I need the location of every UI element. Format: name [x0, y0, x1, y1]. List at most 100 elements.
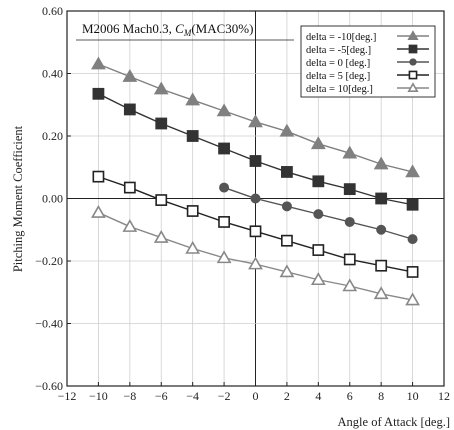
data-point: [216, 250, 232, 264]
data-point: [155, 194, 168, 206]
legend-label: delta = 10[deg.]: [306, 84, 373, 95]
y-tick-label: 0.20: [42, 129, 63, 143]
data-point: [281, 166, 293, 178]
x-tick-label: −8: [123, 389, 136, 403]
legend-marker: [409, 58, 417, 66]
data-point: [218, 142, 230, 155]
data-point: [153, 81, 169, 95]
data-point: [407, 234, 418, 245]
title-subscript: M: [183, 28, 192, 38]
data-point: [310, 136, 326, 150]
data-point: [313, 209, 324, 220]
legend-label: delta = 5 [deg.]: [306, 71, 370, 82]
y-tick-label: −0.40: [35, 317, 63, 331]
title-tail: (MAC30%): [191, 21, 253, 36]
data-point: [312, 244, 325, 256]
data-point: [376, 224, 387, 235]
data-point: [155, 117, 168, 130]
legend-marker: [407, 82, 419, 92]
data-point: [218, 216, 230, 228]
data-point: [343, 183, 356, 196]
legend-entry: delta = 10[deg.]: [306, 82, 429, 95]
data-point: [281, 201, 292, 212]
data-point: [123, 103, 136, 116]
data-point: [373, 156, 389, 170]
series-4: [92, 170, 419, 278]
data-point: [248, 114, 263, 128]
data-point: [186, 205, 199, 217]
data-point: [375, 259, 388, 272]
data-point: [122, 219, 138, 232]
legend-marker: [408, 70, 418, 80]
data-point: [279, 264, 295, 278]
x-tick-label: 6: [347, 389, 353, 403]
data-point: [216, 103, 232, 117]
data-point: [342, 278, 358, 292]
x-tick-label: 4: [315, 389, 321, 403]
series-3: [219, 182, 418, 245]
plot-frame: [66, 10, 445, 387]
series-1: [91, 56, 420, 178]
data-point: [375, 192, 388, 205]
data-point: [406, 266, 419, 278]
legend-label: delta = -5[deg.]: [306, 45, 371, 56]
y-tick-label: 0.40: [42, 67, 63, 81]
data-point: [373, 286, 389, 300]
data-point: [281, 234, 293, 247]
series-group: [91, 56, 420, 306]
x-tick-label: 0: [253, 389, 259, 403]
title-symbol: C: [175, 21, 184, 36]
y-tick-label: −0.20: [35, 254, 63, 268]
legend-entry: delta = 0 [deg.]: [306, 58, 429, 69]
data-point: [310, 272, 326, 286]
y-tick-label: −0.60: [35, 379, 63, 393]
data-point: [250, 193, 261, 204]
x-tick-label: −6: [155, 389, 168, 403]
svg-text:M2006 Mach0.3, CM(MAC30%): M2006 Mach0.3, CM(MAC30%): [82, 21, 253, 38]
y-tick-label: 0.60: [42, 4, 63, 18]
x-tick-label: −10: [89, 389, 108, 403]
data-point: [405, 292, 420, 306]
data-point: [219, 182, 230, 193]
legend-label: delta = 0 [deg.]: [306, 58, 370, 69]
chart-title: M2006 Mach0.3, CM(MAC30%): [76, 21, 294, 41]
legend-entry: delta = -5[deg.]: [306, 44, 429, 56]
legend-marker: [407, 30, 419, 40]
data-point: [279, 123, 295, 137]
data-point: [185, 240, 201, 254]
legend-marker: [408, 44, 418, 54]
legend-entry: delta = 5 [deg.]: [306, 70, 429, 82]
series-2: [92, 87, 419, 211]
legend-label: delta = -10[deg.]: [306, 32, 376, 43]
data-point: [249, 225, 262, 238]
x-tick-label: 8: [378, 389, 384, 403]
y-axis-label: Pitching Moment Coefficient: [11, 125, 25, 272]
data-point: [405, 164, 420, 178]
x-tick-label: −12: [58, 389, 77, 403]
data-point: [123, 181, 136, 194]
data-point: [122, 69, 138, 82]
data-point: [248, 256, 263, 270]
x-tick-label: 12: [438, 389, 450, 403]
data-point: [342, 145, 358, 159]
data-point: [343, 253, 356, 266]
data-point: [92, 170, 105, 183]
legend-entry: delta = -10[deg.]: [306, 30, 429, 43]
data-point: [186, 130, 199, 142]
series-5: [91, 204, 420, 306]
x-tick-label: 10: [407, 389, 419, 403]
data-point: [312, 175, 325, 188]
data-point: [406, 198, 419, 211]
tick-labels: −12 −10 −8 −6 −4 −2 0 2 4 6 8 10 12 −0.60 −0.40 −0.20 0.…: [35, 4, 450, 403]
legend: delta = -10[deg.] delta = -5[deg.] delta =…: [300, 25, 436, 98]
data-point: [249, 155, 262, 167]
data-point: [92, 87, 105, 100]
data-point: [91, 204, 106, 218]
x-tick-label: −4: [186, 389, 199, 403]
data-point: [344, 216, 355, 227]
x-tick-label: 2: [284, 389, 290, 403]
title-main: M2006 Mach0.3,: [82, 21, 175, 36]
data-point: [153, 229, 169, 243]
y-tick-label: 0.00: [42, 192, 63, 206]
